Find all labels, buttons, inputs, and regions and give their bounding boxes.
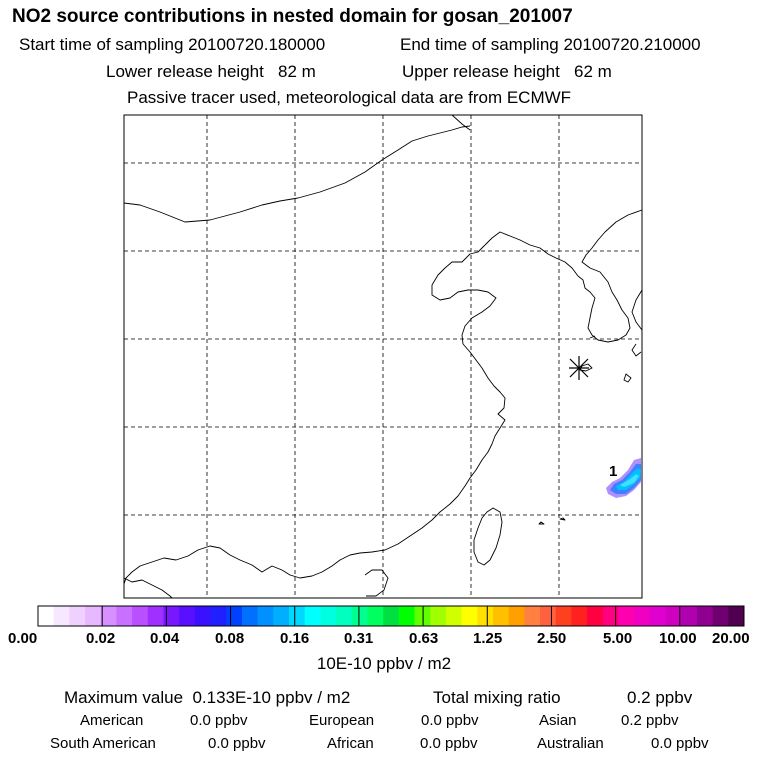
colorbar-label-5: 0.31	[344, 630, 374, 647]
colorbar-swatch-0	[38, 606, 55, 626]
colorbar-label-7: 1.25	[473, 630, 503, 647]
colorbar-swatch-13	[241, 606, 259, 626]
map-title: NO2 source contributions in nested domai…	[12, 6, 573, 27]
colorbar-swatch-16	[289, 606, 306, 626]
coastline-borders	[123, 114, 643, 599]
colorbar-swatch-36	[602, 606, 619, 626]
asian-value: 0.2 ppbv	[621, 712, 679, 729]
colorbar-swatch-24	[414, 606, 431, 626]
no2-plume	[606, 458, 641, 498]
colorbar-label-0: 0.00	[8, 630, 38, 647]
european-value: 0.0 ppbv	[421, 712, 479, 729]
african-value: 0.0 ppbv	[420, 735, 478, 752]
colorbar-label-9: 5.00	[603, 630, 633, 647]
colorbar-frame	[37, 605, 745, 627]
colorbar-swatch-42	[696, 606, 714, 626]
colorbar-swatch-30	[508, 606, 525, 626]
american-label: American	[80, 712, 144, 729]
colorbar-swatch-38	[634, 606, 651, 626]
colorbar-label-6: 0.63	[409, 630, 439, 647]
colorbar-swatch-29	[492, 606, 510, 626]
colorbar-swatch-6	[132, 606, 149, 626]
european-label: European	[309, 712, 375, 729]
colorbar-swatch-18	[320, 606, 337, 626]
total-mixing-ratio-label: Total mixing ratio	[433, 688, 561, 707]
colorbar-label-1: 0.02	[86, 630, 116, 647]
colorbar-swatch-9	[179, 606, 196, 626]
maximum-value: Maximum value 0.133E-10 ppbv / m2	[64, 688, 351, 707]
colorbar-swatch-11	[210, 606, 227, 626]
colorbar-swatch-21	[367, 606, 384, 626]
colorbar-swatch-15	[273, 606, 290, 626]
tracer-note: Passive tracer used, meteorological data…	[127, 88, 572, 107]
colorbar-swatch-33	[555, 606, 572, 626]
colorbar-swatch-44	[728, 606, 745, 626]
colorbar-swatch-17	[304, 606, 321, 626]
australian-value: 0.0 ppbv	[651, 735, 709, 752]
colorbar-swatch-34	[571, 606, 588, 626]
colorbar-swatch-3	[85, 606, 102, 626]
colorbar-swatch-7	[147, 606, 164, 626]
african-label: African	[327, 735, 374, 752]
colorbar-swatch-19	[336, 606, 353, 626]
australian-label: Australian	[537, 735, 604, 752]
colorbar-swatch-31	[524, 606, 541, 626]
lower-release-height-label: Lower release height 82 m	[106, 62, 316, 81]
colorbar-swatch-39	[649, 606, 666, 626]
colorbar	[37, 605, 745, 627]
total-mixing-ratio-value: 0.2 ppbv	[627, 688, 693, 707]
colorbar-label-4: 0.16	[280, 630, 310, 647]
colorbar-swatch-28	[477, 606, 494, 626]
colorbar-swatch-41	[681, 606, 698, 626]
upper-release-height-label: Upper release height 62 m	[402, 62, 612, 81]
colorbar-swatch-8	[163, 606, 180, 626]
colorbar-swatch-37	[618, 606, 635, 626]
colorbar-swatch-27	[461, 606, 478, 626]
colorbar-swatch-1	[53, 606, 70, 626]
colorbar-label-11: 20.00	[712, 630, 750, 647]
start-time-label: Start time of sampling 20100720.180000	[19, 35, 326, 54]
colorbar-label-2: 0.04	[150, 630, 180, 647]
colorbar-label-10: 10.00	[659, 630, 697, 647]
colorbar-swatch-22	[383, 606, 400, 626]
colorbar-swatch-35	[587, 606, 604, 626]
colorbar-swatch-26	[445, 606, 462, 626]
asian-label: Asian	[539, 712, 577, 729]
south-american-label: South American	[50, 735, 156, 752]
lat-lon-gridlines	[124, 115, 642, 598]
contour-label: 1	[609, 463, 617, 480]
colorbar-swatch-4	[100, 606, 117, 626]
colorbar-swatch-23	[398, 606, 415, 626]
colorbar-swatch-43	[712, 606, 729, 626]
colorbar-units: 10E-10 ppbv / m2	[316, 654, 452, 673]
colorbar-swatch-32	[540, 606, 557, 626]
colorbar-swatch-40	[665, 606, 682, 626]
colorbar-swatch-25	[430, 606, 447, 626]
end-time-label: End time of sampling 20100720.210000	[400, 35, 701, 54]
colorbar-swatch-12	[226, 606, 243, 626]
south-american-value: 0.0 ppbv	[208, 735, 266, 752]
american-value: 0.0 ppbv	[190, 712, 248, 729]
colorbar-label-3: 0.08	[215, 630, 245, 647]
colorbar-swatch-2	[69, 606, 86, 626]
colorbar-swatch-5	[116, 606, 133, 626]
colorbar-swatch-14	[257, 606, 274, 626]
colorbar-label-8: 2.50	[537, 630, 567, 647]
colorbar-swatch-20	[351, 606, 368, 626]
colorbar-swatch-10	[194, 606, 211, 626]
station-star-icon	[569, 356, 589, 380]
